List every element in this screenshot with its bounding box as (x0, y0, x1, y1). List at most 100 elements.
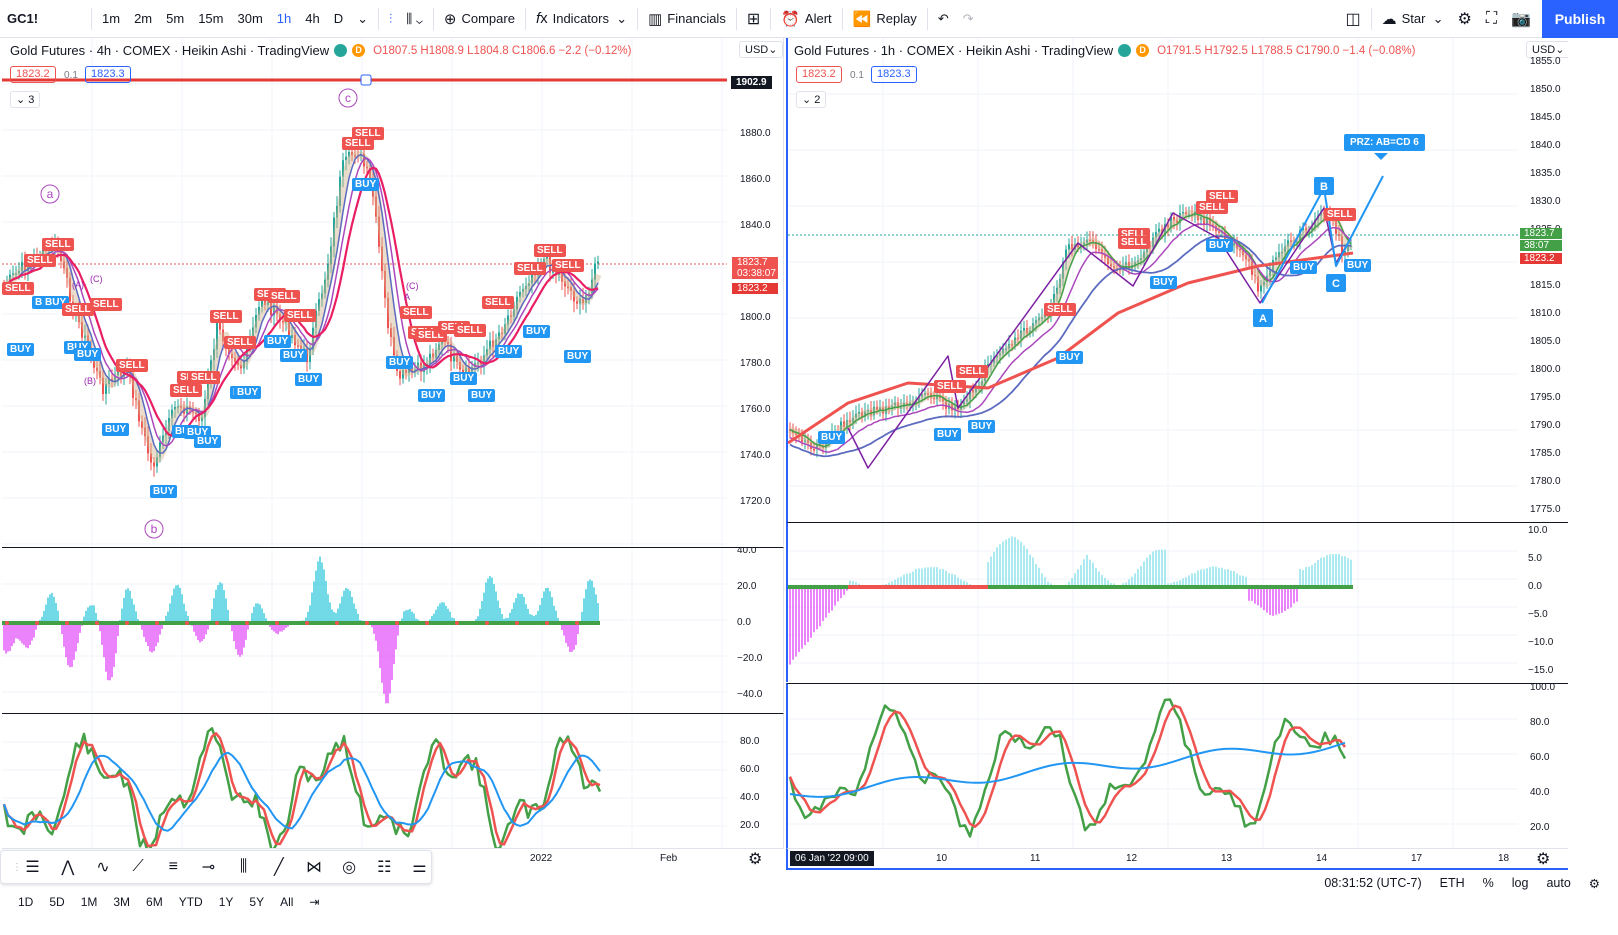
range-ytd[interactable]: YTD (178, 894, 203, 909)
redo-icon[interactable]: ↷ (962, 10, 974, 26)
candle-body (918, 396, 920, 402)
buy-signal-label: BUY (74, 348, 102, 361)
divider (1370, 7, 1372, 30)
fib-retracement-icon[interactable]: ≡ (168, 858, 178, 875)
fullscreen-icon[interactable]: ⛶ (1485, 9, 1498, 27)
range-6m[interactable]: 6M (146, 894, 163, 909)
left-axis-settings-gear-icon[interactable]: ⚙ (748, 851, 763, 868)
right-oscillator-pane[interactable]: 10.0 5.0 0.0 −5.0 −10.0 −15.0 (786, 522, 1568, 682)
vertical-lines-icon[interactable]: ⫼ (239, 858, 248, 875)
interval-1m[interactable]: 1m (102, 11, 121, 26)
interval-5m[interactable]: 5m (166, 11, 185, 26)
right-oscillator-canvas[interactable] (788, 523, 1568, 682)
left-bid-box[interactable]: 1823.2 (10, 66, 56, 83)
right-bid-box[interactable]: 1823.2 (796, 66, 842, 83)
status-bar: 08:31:52 (UTC-7) ETH % log auto ⚙ (1324, 876, 1600, 891)
trend-line-icon[interactable]: ⟋ (132, 858, 144, 875)
right-rsi-canvas[interactable] (788, 684, 1568, 848)
time-tick: 10 (936, 853, 948, 864)
left-ask-box[interactable]: 1823.3 (85, 66, 131, 83)
candle-body (1176, 220, 1178, 224)
right-time-axis[interactable]: 06 Jan '22 09:00 10 11 12 13 14 17 18 ⚙ (786, 848, 1568, 870)
right-price-canvas[interactable]: A B C (788, 38, 1568, 522)
interval-dropdown-chevron-icon[interactable]: ⌄ (357, 10, 369, 26)
candle-body (1188, 213, 1190, 216)
right-currency-select[interactable]: USD⌄ (1526, 41, 1568, 58)
interval-1h[interactable]: 1h (276, 11, 292, 26)
wave-label: a (47, 187, 54, 201)
right-axis-settings-gear-icon[interactable]: ⚙ (1536, 851, 1551, 868)
interval-4h[interactable]: 4h (305, 11, 320, 26)
sliders-icon[interactable]: ☷ (377, 859, 392, 876)
range-5y[interactable]: 5Y (249, 894, 265, 909)
auto-toggle[interactable]: auto (1546, 876, 1571, 890)
camera-icon[interactable]: 📷 (1511, 10, 1531, 28)
left-rsi-canvas[interactable] (2, 714, 784, 870)
right-chart-main-pane[interactable]: A B C Gold Futures · 1h · COMEX · Heikin A… (786, 38, 1568, 522)
interval-30m[interactable]: 30m (237, 11, 263, 26)
sell-signal-label: SELL (1324, 208, 1356, 221)
undo-icon[interactable]: ↶ (937, 10, 949, 26)
financials-button[interactable]: ▥ Financials (641, 0, 733, 38)
candle-body (258, 307, 260, 316)
candle-body (519, 291, 521, 297)
rsi-tick: 60.0 (740, 764, 760, 775)
range-5d[interactable]: 5D (49, 894, 65, 909)
range-1y[interactable]: 1Y (218, 894, 234, 909)
percent-toggle[interactable]: % (1482, 876, 1494, 890)
clock[interactable]: 08:31:52 (UTC-7) (1324, 876, 1422, 890)
right-rsi-pane[interactable]: 100.0 80.0 60.0 40.0 20.0 (786, 683, 1568, 848)
left-indicators-collapse[interactable]: ⌄ 3 (10, 91, 41, 108)
candle-body (93, 357, 95, 368)
templates-grid-icon[interactable]: ⊞ (746, 10, 761, 28)
alert-button[interactable]: ⏰ Alert (774, 0, 838, 38)
goto-date-icon[interactable]: ⇥ (309, 894, 320, 909)
left-currency-select[interactable]: USD⌄ (739, 41, 783, 58)
interval-2m[interactable]: 2m (134, 11, 153, 26)
horizontal-ray-icon[interactable]: ⊸ (201, 859, 216, 876)
log-toggle[interactable]: log (1511, 876, 1529, 890)
indicators-button[interactable]: fx Indicators ⌄ (535, 10, 628, 27)
range-1m[interactable]: 1M (80, 894, 98, 909)
right-indicators-collapse[interactable]: ⌄ 2 (796, 91, 827, 108)
chart-settings-gear-icon[interactable]: ⚙ (1588, 877, 1600, 891)
left-chart-main-pane[interactable]: a b c (A) (C) (B) A (C) Gold Futures · 4h · COM… (2, 38, 784, 546)
zero-dot (305, 621, 309, 625)
settings-gear-icon[interactable]: ⚙ (1457, 10, 1472, 28)
symbol-search[interactable]: GC1! (7, 11, 39, 26)
candle-body (495, 339, 497, 348)
compare-button[interactable]: ⊕ Compare (437, 0, 522, 38)
rsi-fast-line (788, 698, 1347, 838)
left-rsi-pane[interactable]: 80.0 60.0 40.0 20.0 (2, 713, 784, 870)
zigzag-pattern-icon[interactable]: ⋀ (61, 859, 75, 876)
layout-name-button[interactable]: ☁ Star ⌄ (1381, 10, 1444, 28)
session-toggle[interactable]: ETH (1439, 876, 1465, 890)
xabcd-pattern-icon[interactable]: ⋈ (305, 859, 322, 876)
left-oscillator-pane[interactable]: 40.0 20.0 0.0 −20.0 −40.0 (2, 547, 784, 712)
candle-body (294, 334, 296, 346)
replay-button[interactable]: ⏪ Replay (846, 0, 924, 38)
candles-icon[interactable]: ⫼ ⌄ (406, 10, 423, 26)
interval-15m[interactable]: 15m (198, 11, 224, 26)
wave-pattern-icon[interactable]: ∿ (96, 859, 110, 876)
spiral-icon[interactable]: ◎ (342, 859, 357, 876)
price-tick: 1815.0 (1530, 280, 1561, 291)
menu-lines-icon[interactable]: ☰ (25, 859, 40, 876)
settings-sliders-icon[interactable]: ⚌ (412, 859, 427, 876)
ray-icon[interactable]: ╱ (273, 859, 284, 876)
grip-icon[interactable]: ⋮ (12, 861, 22, 873)
bar-style-icon[interactable]: ⫶ (389, 10, 393, 26)
range-3m[interactable]: 3M (113, 894, 131, 909)
interval-d[interactable]: D (333, 11, 344, 26)
candle-body (1248, 259, 1250, 262)
publish-button[interactable]: Publish (1542, 0, 1618, 38)
sell-signal-label: SELL (268, 290, 300, 303)
left-price-canvas[interactable]: abc(A)(C)(B)A(C) (2, 38, 784, 546)
layout-split-icon[interactable]: ◫ (1345, 10, 1361, 28)
range-all[interactable]: All (280, 894, 294, 909)
candle-body (9, 274, 11, 284)
left-oscillator-canvas[interactable] (2, 548, 784, 712)
range-1d[interactable]: 1D (18, 894, 34, 909)
right-ask-box[interactable]: 1823.3 (871, 66, 917, 83)
candle-body (375, 196, 377, 217)
